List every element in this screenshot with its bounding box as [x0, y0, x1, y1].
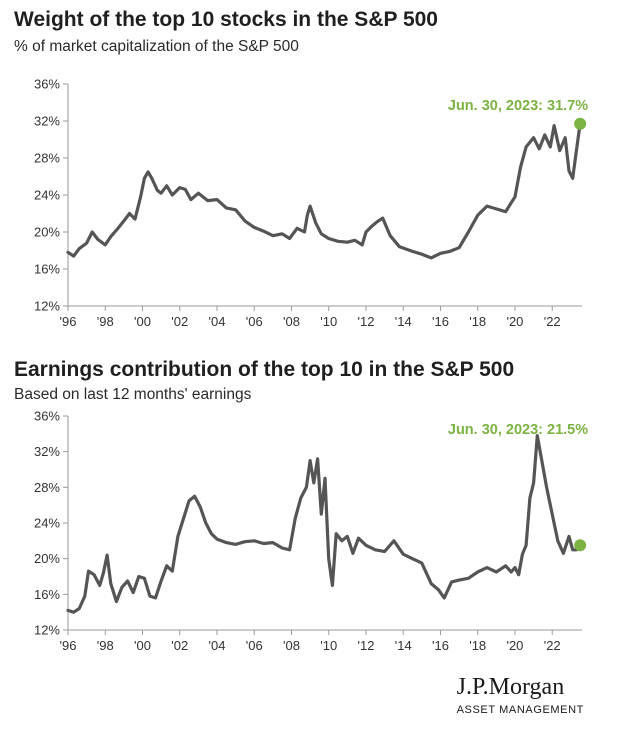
y-tick-label: 12% [34, 299, 60, 314]
earnings-contribution-chart: 12% 16% 20% 24% 28% 32% 36% '96 '98 '00 '02 '04 '06 '… [34, 409, 588, 654]
x-tick-label: '18 [469, 314, 486, 329]
x-tick-label: '02 [171, 638, 188, 653]
x-tick-label: '14 [395, 314, 412, 329]
x-tick-label: '06 [246, 638, 263, 653]
x-tick-label: '96 [60, 638, 77, 653]
y-tick-label: 28% [34, 480, 60, 495]
y-tick-label: 28% [34, 151, 60, 166]
y-tick-label: 36% [34, 409, 60, 424]
x-tick-label: '22 [544, 314, 561, 329]
x-tick-label: '14 [395, 638, 412, 653]
y-tick-label: 32% [34, 444, 60, 459]
x-tick-label: '00 [134, 638, 151, 653]
x-tick-label: '12 [357, 314, 374, 329]
y-tick-label: 32% [34, 114, 60, 129]
x-tick-label: '08 [283, 638, 300, 653]
x-tick-label: '20 [506, 638, 523, 653]
y-tick-label: 24% [34, 516, 60, 531]
latest-value-label: Jun. 30, 2023: 21.5% [448, 422, 588, 438]
x-tick-label: '06 [246, 314, 263, 329]
x-tick-label: '04 [209, 638, 226, 653]
chart-1-subtitle: % of market capitalization of the S&P 50… [14, 38, 299, 55]
x-tick-label: '18 [469, 638, 486, 653]
y-tick-label: 36% [34, 77, 60, 92]
x-tick-label: '16 [432, 638, 449, 653]
y-tick-label: 16% [34, 587, 60, 602]
chart-2-subtitle: Based on last 12 months' earnings [14, 386, 252, 403]
logo-name: J.P.Morgan [456, 674, 565, 700]
x-tick-label: '08 [283, 314, 300, 329]
x-tick-label: '10 [320, 314, 337, 329]
x-tick-label: '02 [171, 314, 188, 329]
latest-value-point [574, 539, 587, 552]
x-tick-label: '10 [320, 638, 337, 653]
y-tick-label: 24% [34, 188, 60, 203]
x-tick-label: '98 [97, 314, 114, 329]
y-tick-label: 12% [34, 623, 60, 638]
logo-subtitle: ASSET MANAGEMENT [456, 704, 584, 716]
x-tick-label: '20 [506, 314, 523, 329]
x-tick-label: '96 [60, 314, 77, 329]
x-tick-label: '98 [97, 638, 114, 653]
x-tick-label: '16 [432, 314, 449, 329]
x-tick-label: '12 [357, 638, 374, 653]
x-tick-label: '04 [209, 314, 226, 329]
latest-value-label: Jun. 30, 2023: 31.7% [448, 98, 588, 114]
chart-1-title: Weight of the top 10 stocks in the S&P 5… [14, 8, 438, 31]
latest-value-point [574, 117, 587, 130]
market-weight-chart: 12% 16% 20% 24% 28% 32% 36% '96 '98 '00 '02 '04 '06 '… [34, 77, 588, 330]
series-line [66, 434, 582, 614]
y-tick-label: 20% [34, 225, 60, 240]
x-tick-label: '00 [134, 314, 151, 329]
jpmorgan-logo: J.P.Morgan ASSET MANAGEMENT [457, 674, 584, 716]
x-tick-label: '22 [544, 638, 561, 653]
chart-2-title: Earnings contribution of the top 10 in t… [14, 358, 515, 381]
y-tick-label: 16% [34, 262, 60, 277]
series-line [66, 122, 582, 260]
y-tick-label: 20% [34, 551, 60, 566]
